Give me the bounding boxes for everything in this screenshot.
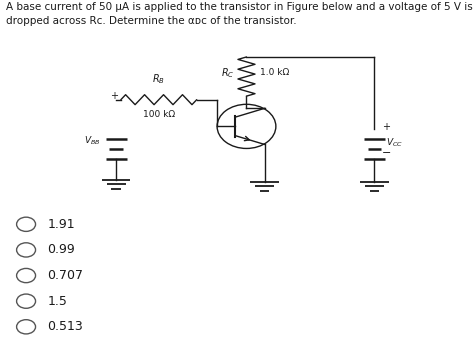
Text: dropped across Rᴄ. Determine the αᴅᴄ of the transistor.: dropped across Rᴄ. Determine the αᴅᴄ of … [6,16,296,26]
Text: 0.513: 0.513 [47,320,83,333]
Text: $V_{BB}$: $V_{BB}$ [84,134,101,147]
Text: +: + [382,122,390,132]
Text: A base current of 50 μA is applied to the transistor in Figure below and a volta: A base current of 50 μA is applied to th… [6,2,473,12]
Text: 1.5: 1.5 [47,295,67,308]
Text: 1.91: 1.91 [47,218,75,231]
Text: 100 kΩ: 100 kΩ [143,110,175,119]
Text: 1.0 kΩ: 1.0 kΩ [260,68,289,78]
Text: $V_{CC}$: $V_{CC}$ [386,136,403,149]
Text: 0.707: 0.707 [47,269,83,282]
Text: $R_B$: $R_B$ [152,72,165,86]
Text: −: − [382,148,391,158]
Text: +: + [110,91,118,101]
Text: $R_C$: $R_C$ [221,66,235,80]
Text: 0.99: 0.99 [47,244,75,256]
